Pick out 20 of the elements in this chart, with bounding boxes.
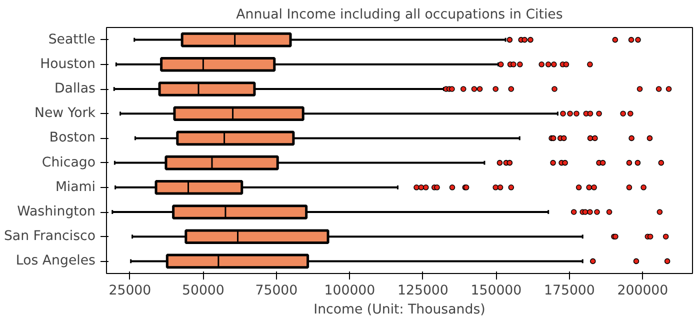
y-tick-label: Washington	[17, 204, 96, 220]
y-tick-label: Seattle	[48, 32, 96, 48]
y-tick-label: New York	[34, 106, 96, 122]
y-tick-label: Houston	[40, 56, 96, 72]
y-tick-label: San Francisco	[4, 229, 96, 244]
x-axis-title: Income (Unit: Thousands)	[314, 302, 486, 318]
x-tick-label: 75000	[255, 284, 298, 298]
y-tick-label: Miami	[55, 180, 96, 195]
y-tick-label: Dallas	[54, 82, 96, 96]
x-tick-label: 50000	[182, 284, 224, 298]
y-tick-label: Boston	[49, 130, 96, 146]
y-tick-label: Chicago	[42, 155, 96, 170]
y-tick-label: Los Angeles	[16, 254, 96, 269]
x-tick-label: 200000	[617, 284, 668, 298]
x-tick-label: 100000	[324, 284, 376, 298]
chart-title: Annual Income including all occupations in Cities	[236, 8, 563, 22]
x-tick-label: 150000	[470, 284, 522, 298]
x-tick-label: 175000	[544, 284, 595, 298]
x-tick-label: 25000	[108, 284, 152, 298]
x-tick-label: 125000	[398, 284, 448, 298]
